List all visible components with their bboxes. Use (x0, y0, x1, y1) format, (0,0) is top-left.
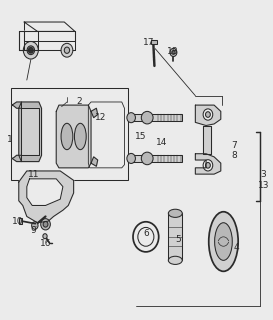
Text: 13: 13 (258, 180, 269, 189)
Circle shape (32, 222, 38, 229)
Text: 11: 11 (28, 170, 39, 179)
Text: 17: 17 (143, 38, 154, 47)
Text: 1: 1 (7, 135, 12, 144)
Text: 3: 3 (261, 170, 266, 179)
Circle shape (41, 183, 46, 189)
Bar (131, 114, 182, 121)
Text: 5: 5 (175, 236, 181, 244)
Circle shape (206, 112, 210, 117)
Circle shape (170, 48, 177, 57)
Ellipse shape (141, 111, 153, 124)
Polygon shape (24, 31, 75, 41)
Polygon shape (203, 125, 211, 154)
Circle shape (43, 221, 48, 227)
Circle shape (172, 51, 175, 54)
Ellipse shape (168, 209, 182, 217)
Circle shape (34, 190, 37, 195)
Circle shape (43, 234, 47, 239)
Polygon shape (91, 157, 98, 166)
Text: 6: 6 (143, 229, 149, 238)
Circle shape (203, 109, 213, 120)
Bar (168, 213, 182, 260)
Text: 8: 8 (231, 151, 237, 160)
Polygon shape (24, 22, 75, 31)
Ellipse shape (215, 223, 232, 260)
Ellipse shape (141, 152, 153, 165)
Polygon shape (56, 105, 91, 168)
Bar (131, 155, 182, 162)
Text: 12: 12 (95, 113, 106, 122)
Circle shape (41, 219, 50, 230)
Circle shape (206, 163, 210, 168)
Ellipse shape (127, 153, 135, 164)
Polygon shape (91, 108, 98, 118)
Text: 14: 14 (156, 138, 168, 147)
Circle shape (203, 160, 213, 171)
Circle shape (28, 47, 33, 53)
Polygon shape (22, 108, 39, 155)
Text: 18: 18 (167, 47, 178, 56)
Text: 16: 16 (40, 239, 51, 248)
Circle shape (27, 46, 35, 55)
Text: 2: 2 (76, 98, 82, 107)
Ellipse shape (168, 256, 182, 264)
Circle shape (64, 47, 70, 53)
Ellipse shape (209, 212, 238, 271)
Bar (11, 88, 129, 180)
Polygon shape (19, 31, 24, 50)
Text: 9: 9 (31, 226, 36, 235)
Polygon shape (19, 31, 37, 50)
Polygon shape (19, 171, 74, 223)
Ellipse shape (61, 123, 73, 150)
Bar (19, 218, 22, 224)
Circle shape (61, 43, 73, 57)
Polygon shape (27, 179, 63, 205)
Polygon shape (12, 102, 22, 108)
Ellipse shape (75, 123, 86, 150)
Polygon shape (19, 102, 41, 162)
Polygon shape (195, 105, 221, 125)
Ellipse shape (127, 113, 135, 123)
Text: 4: 4 (234, 243, 240, 252)
Text: 7: 7 (231, 141, 237, 150)
Polygon shape (88, 102, 124, 168)
Polygon shape (195, 154, 221, 174)
Circle shape (23, 42, 38, 59)
Polygon shape (12, 155, 22, 162)
Text: 10: 10 (12, 217, 23, 226)
Text: 15: 15 (135, 132, 146, 141)
Bar (151, 40, 156, 44)
